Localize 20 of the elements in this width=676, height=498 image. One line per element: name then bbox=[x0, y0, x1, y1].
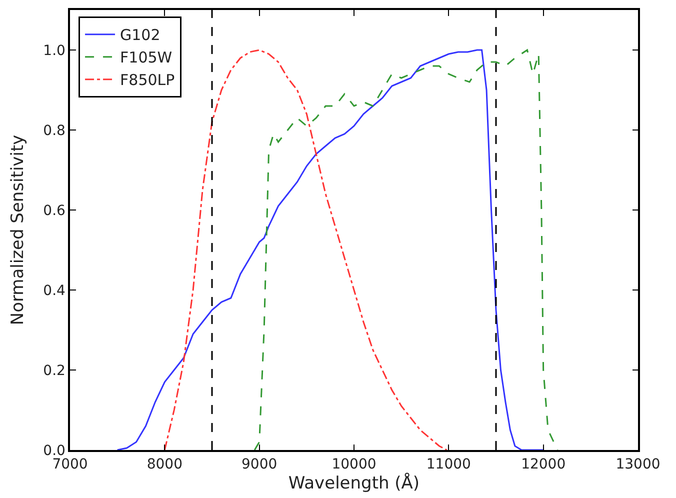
y-tick-label: 0.0 bbox=[43, 442, 66, 459]
legend-label: F105W bbox=[120, 48, 172, 67]
legend-label: F850LP bbox=[120, 71, 175, 90]
y-tick-label: 0.8 bbox=[43, 122, 66, 139]
y-axis-title: Normalized Sensitivity bbox=[8, 134, 28, 326]
x-tick-label: 9000 bbox=[242, 456, 278, 473]
legend-label: G102 bbox=[120, 26, 160, 44]
x-tick-label: 10000 bbox=[332, 456, 376, 473]
x-tick-label: 11000 bbox=[426, 456, 471, 473]
y-tick-label: 0.2 bbox=[43, 362, 66, 379]
x-tick-label: 8000 bbox=[146, 456, 182, 473]
x-tick-label: 7000 bbox=[52, 456, 88, 473]
line-series bbox=[254, 49, 558, 450]
x-tick-label: 12000 bbox=[521, 456, 566, 473]
line-series bbox=[116, 49, 544, 450]
x-tick-label: 13000 bbox=[616, 456, 660, 473]
y-tick-label: 0.6 bbox=[43, 202, 66, 219]
y-tick-label: 0.4 bbox=[43, 282, 66, 299]
y-tick-label: 1.0 bbox=[43, 42, 66, 59]
x-axis-title: Wavelength (Å) bbox=[288, 472, 420, 494]
